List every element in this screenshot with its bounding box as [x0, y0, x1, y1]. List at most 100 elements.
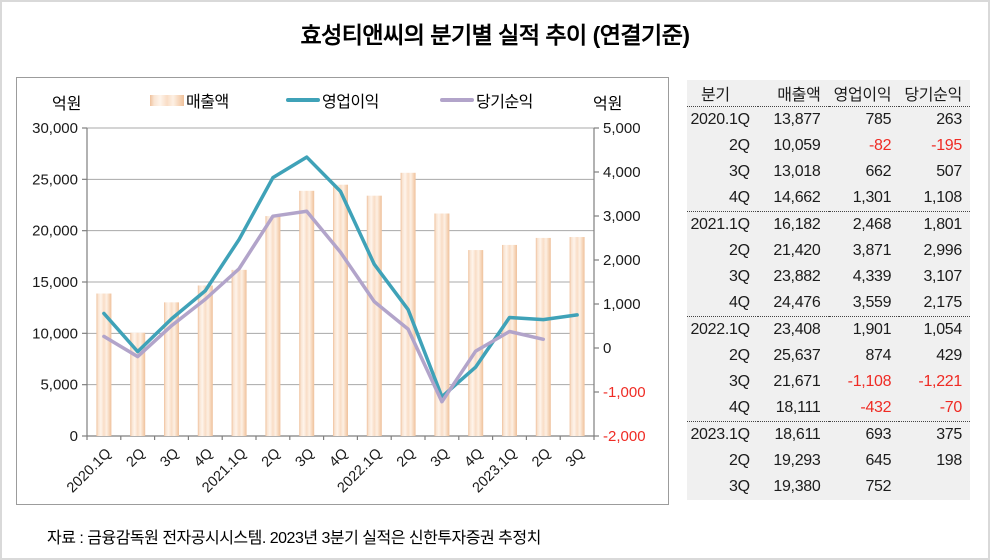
- revenue-swatch-icon: [150, 94, 184, 106]
- table-cell: 24,476: [757, 290, 829, 317]
- table-row: 4Q 24,476 3,559 2,175: [687, 290, 970, 317]
- table-cell: 21,671: [757, 369, 829, 395]
- table-cell: 4Q: [687, 185, 758, 212]
- x-axis-label: 3Q: [157, 446, 182, 471]
- right-axis-unit: 억원: [593, 96, 623, 113]
- revenue-bar: [569, 237, 585, 436]
- table-cell: 693: [828, 421, 900, 448]
- column-header: 영업이익: [828, 80, 900, 107]
- x-axis-label: 2Q: [124, 446, 149, 471]
- revenue-bar: [130, 332, 146, 436]
- revenue-bar: [197, 285, 213, 436]
- table-cell: 645: [828, 448, 900, 474]
- operating-profit-swatch-icon: [286, 98, 320, 102]
- table-row: 4Q 18,111 -432 -70: [687, 395, 970, 422]
- table-cell: 3Q: [687, 474, 758, 500]
- table-cell: 1,901: [828, 316, 900, 343]
- table-row: 2020.1Q 13,877 785 263: [687, 106, 970, 133]
- legend-revenue: 매출액: [150, 88, 229, 112]
- legend-operating-profit: 영업이익: [286, 88, 379, 112]
- x-axis-label: 3Q: [563, 446, 588, 471]
- table-cell: 429: [899, 343, 970, 369]
- table-cell: -195: [899, 133, 970, 159]
- page-title: 효성티앤씨의 분기별 실적 추이 (연결기준): [300, 22, 690, 48]
- table-cell: 1,054: [899, 316, 970, 343]
- results-table: 분기 매출액 영업이익 당기순익 2020.1Q 13,877 785 263 2Q 10,05…: [687, 80, 970, 500]
- table-row: 2Q 10,059 -82 -195: [687, 133, 970, 159]
- table-row: 2Q 21,420 3,871 2,996: [687, 238, 970, 264]
- y2-axis-label: -1,000: [603, 384, 646, 401]
- x-axis-label: 4Q: [191, 446, 216, 471]
- legend-net-profit: 당기순익: [440, 88, 533, 112]
- x-axis-label: 2Q: [529, 446, 554, 471]
- table-cell: 874: [828, 343, 900, 369]
- table-cell: 2023.1Q: [687, 421, 758, 448]
- table-cell: 2,468: [828, 211, 900, 238]
- table-cell: 13,018: [757, 159, 829, 185]
- table-cell: 3Q: [687, 369, 758, 395]
- y-axis-label: 10,000: [32, 325, 78, 342]
- revenue-bar: [400, 172, 416, 436]
- table-cell: 263: [899, 106, 970, 133]
- table-cell: 25,637: [757, 343, 829, 369]
- table-cell: [899, 474, 970, 500]
- table-row: 2021.1Q 16,182 2,468 1,801: [687, 211, 970, 238]
- x-axis-label: 2020.1Q: [64, 446, 115, 497]
- table-cell: 2021.1Q: [687, 211, 758, 238]
- revenue-bar: [333, 184, 348, 436]
- column-header: 매출액: [757, 80, 829, 107]
- y-axis-label: 0: [70, 428, 78, 445]
- table-row: 2Q 25,637 874 429: [687, 343, 970, 369]
- x-axis-label: 2Q: [259, 446, 284, 471]
- table-cell: 1,301: [828, 185, 900, 212]
- table-cell: 198: [899, 448, 970, 474]
- table-cell: -1,108: [828, 369, 900, 395]
- revenue-bar: [96, 293, 112, 436]
- revenue-bar: [299, 190, 315, 436]
- y2-axis-label: 4,000: [603, 164, 641, 181]
- legend-revenue-label: 매출액: [186, 94, 229, 111]
- table-cell: 2020.1Q: [687, 106, 758, 133]
- table-cell: 375: [899, 421, 970, 448]
- column-header: 당기순익: [899, 80, 970, 107]
- table-row: 3Q 13,018 662 507: [687, 159, 970, 185]
- table-cell: 3Q: [687, 159, 758, 185]
- table-cell: 2,996: [899, 238, 970, 264]
- net-profit-line: [102, 209, 546, 404]
- y2-axis-label: 3,000: [603, 208, 641, 225]
- table-cell: 3,107: [899, 264, 970, 290]
- x-axis-label: 4Q: [462, 446, 487, 471]
- table-row: 3Q 21,671 -1,108 -1,221: [687, 369, 970, 395]
- legend-operating-profit-label: 영업이익: [322, 94, 379, 111]
- revenue-bar: [366, 195, 382, 436]
- table-cell: 4,339: [828, 264, 900, 290]
- table-cell: 1,801: [899, 211, 970, 238]
- revenue-bar: [502, 244, 517, 436]
- table-cell: 23,882: [757, 264, 829, 290]
- table-cell: 14,662: [757, 185, 829, 212]
- table-row: 3Q 19,380 752: [687, 474, 970, 500]
- table-cell: 662: [828, 159, 900, 185]
- y-axis-label: 30,000: [32, 120, 78, 137]
- table-header: 분기 매출액 영업이익 당기순익: [687, 80, 970, 107]
- table-row: 4Q 14,662 1,301 1,108: [687, 185, 970, 212]
- y2-axis-label: 0: [603, 340, 611, 357]
- table-cell: -70: [899, 395, 970, 422]
- table-cell: 2Q: [687, 448, 758, 474]
- combo-chart: 0 5,000 10,000 15,000 20,000 25,000 30,000 -2,0…: [32, 120, 646, 497]
- table-cell: 23,408: [757, 316, 829, 343]
- table-cell: 785: [828, 106, 900, 133]
- table-cell: 1,108: [899, 185, 970, 212]
- table-cell: 2022.1Q: [687, 316, 758, 343]
- table-cell: 16,182: [757, 211, 829, 238]
- table-cell: 13,877: [757, 106, 829, 133]
- net-profit-swatch-icon: [440, 98, 474, 102]
- revenue-bar: [164, 302, 179, 436]
- table-cell: 18,611: [757, 421, 829, 448]
- source-note: 자료 : 금융감독원 전자공시시스템. 2023년 3분기 실적은 신한투자증권…: [47, 530, 541, 547]
- column-header: 분기: [687, 80, 758, 107]
- table-cell: 2Q: [687, 343, 758, 369]
- table-cell: 2Q: [687, 133, 758, 159]
- revenue-bar: [468, 250, 484, 436]
- table-cell: 3,559: [828, 290, 900, 317]
